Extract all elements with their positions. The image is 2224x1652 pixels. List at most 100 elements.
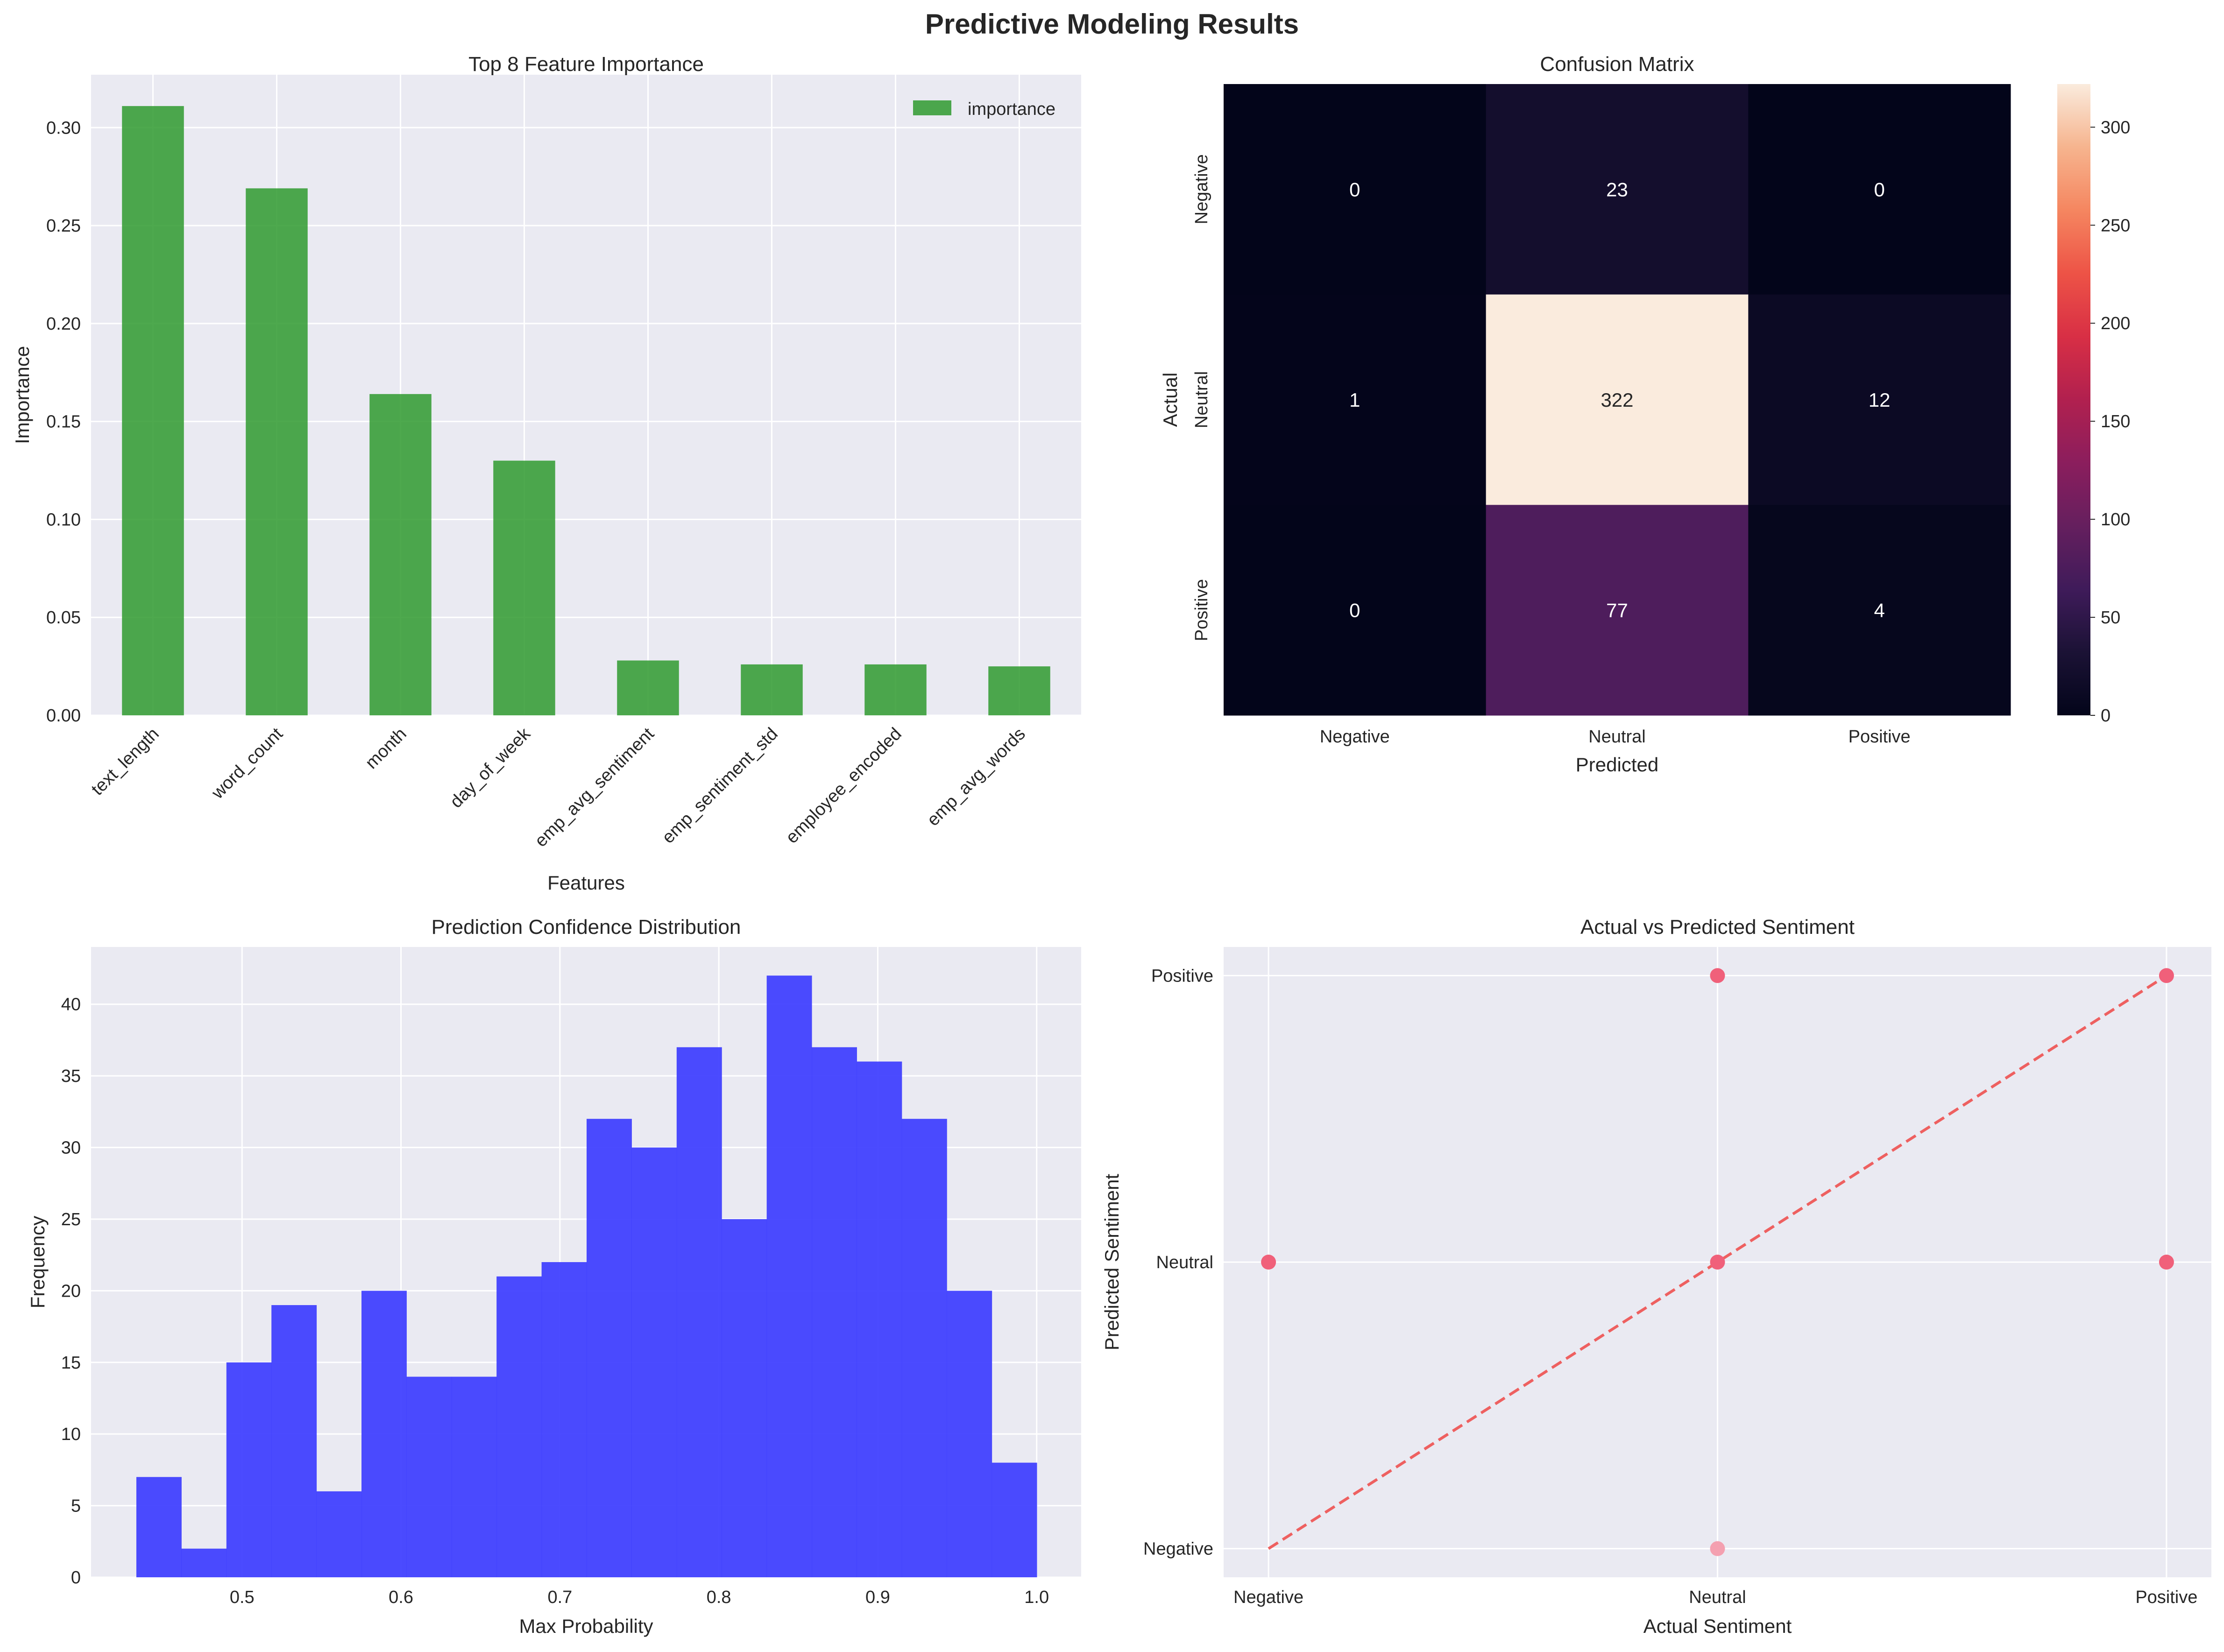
bar-emp-avg-sentiment [617,660,679,715]
matrix-cell [1748,294,2011,505]
histogram-bin [587,1119,632,1577]
confidence-histogram-chart: 0 5 10 15 20 25 30 35 40 0.5 0.6 0.7 0.8 0.9 1.0 Pred… [27,916,1081,1637]
histogram-bin [631,1147,677,1577]
x-tick-label: Negative [1320,727,1390,747]
matrix-cell [1224,505,1487,716]
bar-emp-sentiment-std [741,664,803,715]
scatter-point [1261,1255,1276,1270]
matrix-cell-value: 0 [1874,178,1884,200]
feature-importance-plot-area [91,75,1081,715]
scatter-point [2159,1255,2174,1270]
reference-diagonal-line [1268,974,2167,1550]
y-tick-label: 0.00 [46,706,81,726]
legend-swatch-importance [913,100,951,115]
matrix-cell-value: 12 [1869,389,1891,411]
y-tick-label: 0.05 [46,608,81,628]
histogram-bin [181,1548,227,1577]
x-tick-label: 0.9 [865,1588,890,1607]
matrix-cell-value: 322 [1601,389,1633,411]
matrix-cell [1748,84,2011,295]
confidence-histogram-x-ticks: 0.5 0.6 0.7 0.8 0.9 1.0 [230,1588,1049,1607]
y-tick-label: 25 [61,1210,81,1229]
x-tick-label: 0.8 [707,1588,731,1607]
confidence-histogram-x-label: Max Probability [519,1615,653,1637]
bar-word-count [246,188,308,715]
histogram-bin [136,1477,182,1577]
colorbar-tick-label: 200 [2101,314,2130,333]
actual-vs-predicted-points [1261,968,2174,1556]
histogram-bin [812,1047,857,1577]
histogram-bin [271,1305,317,1577]
feature-importance-bars [122,106,1050,716]
histogram-bin [226,1362,272,1577]
y-tick-label: 0.30 [46,118,81,138]
histogram-bin [676,1047,722,1577]
matrix-cell-value: 0 [1349,178,1360,200]
scatter-point [2159,968,2174,983]
feature-importance-x-label: Features [547,872,625,894]
actual-vs-predicted-y-label: Predicted Sentiment [1101,1174,1123,1351]
matrix-cell [1748,505,2011,716]
bar-employee-encoded [864,664,927,715]
scatter-point [1710,968,1725,983]
y-tick-label: 35 [61,1066,81,1086]
y-tick-label: 0.10 [46,510,81,529]
histogram-bin [316,1491,362,1577]
confusion-matrix-cell-labels: 0 23 0 1 322 12 0 77 4 [1349,178,1890,621]
y-tick-label: Neutral [1192,371,1211,429]
x-tick-label: Negative [1233,1588,1303,1607]
actual-vs-predicted-x-ticks: Negative Neutral Positive [1233,1588,2197,1607]
matrix-cell-value: 0 [1349,600,1360,621]
y-tick-label: Positive [1151,966,1213,986]
x-tick-label: Neutral [1588,727,1646,747]
y-tick-label: 0 [71,1568,81,1588]
matrix-cell [1224,294,1487,505]
confidence-histogram-bins [136,975,1037,1577]
confusion-matrix-x-ticks: Negative Neutral Positive [1320,727,1911,747]
confidence-histogram-y-label: Frequency [27,1216,49,1308]
bar-emp-avg-words [988,666,1050,715]
x-tick-label: 0.7 [547,1588,572,1607]
histogram-bin [451,1377,497,1577]
bar-text-length [122,106,184,716]
actual-vs-predicted-y-ticks: Negative Neutral Positive [1143,966,1213,1559]
colorbar-tick-label: 50 [2101,608,2120,628]
figure-title: Predictive Modeling Results [925,8,1299,40]
confusion-matrix-y-ticks: Negative Neutral Positive [1192,154,1211,641]
actual-vs-predicted-title: Actual vs Predicted Sentiment [1580,916,1855,939]
histogram-bin [992,1462,1037,1577]
confidence-histogram-title: Prediction Confidence Distribution [432,916,741,939]
matrix-cell [1224,84,1487,295]
histogram-bin [766,975,812,1577]
matrix-cell [1486,505,1749,716]
colorbar-tick-label: 150 [2101,412,2130,431]
histogram-bin [406,1377,452,1577]
actual-vs-predicted-chart: Negative Neutral Positive Negative Neutral P… [1101,916,2211,1637]
confusion-matrix-title: Confusion Matrix [1540,53,1694,76]
histogram-bin [722,1219,767,1577]
colorbar-tick-label: 250 [2101,216,2130,235]
y-tick-label: 30 [61,1138,81,1158]
matrix-cell-value: 77 [1606,600,1628,621]
y-tick-label: Negative [1143,1539,1213,1559]
x-tick-label: Positive [2135,1588,2197,1607]
histogram-bin [361,1291,407,1577]
colorbar-tick-label: 0 [2101,706,2111,726]
confidence-histogram-y-ticks: 0 5 10 15 20 25 30 35 40 [61,995,81,1588]
feature-importance-title: Top 8 Feature Importance [468,53,704,76]
x-tick-label: Positive [1849,727,1911,747]
bar-day-of-week [493,460,555,715]
x-tick-label: 0.5 [230,1588,255,1607]
legend-label-importance: importance [968,99,1055,119]
histogram-bin [496,1276,542,1577]
colorbar-tick-label: 300 [2101,118,2130,137]
confusion-matrix-chart: 0 23 0 1 322 12 0 77 4 Negative Neutral Positive N… [1159,53,2130,776]
y-tick-label: 10 [61,1425,81,1444]
y-tick-label: 0.15 [46,412,81,432]
colorbar-ticks: 0 50 100 150 200 250 300 [2090,118,2130,726]
y-tick-label: Negative [1192,154,1211,224]
y-tick-label: 40 [61,995,81,1015]
x-tick-label: 0.6 [389,1588,413,1607]
confusion-matrix-x-label: Predicted [1576,754,1658,776]
